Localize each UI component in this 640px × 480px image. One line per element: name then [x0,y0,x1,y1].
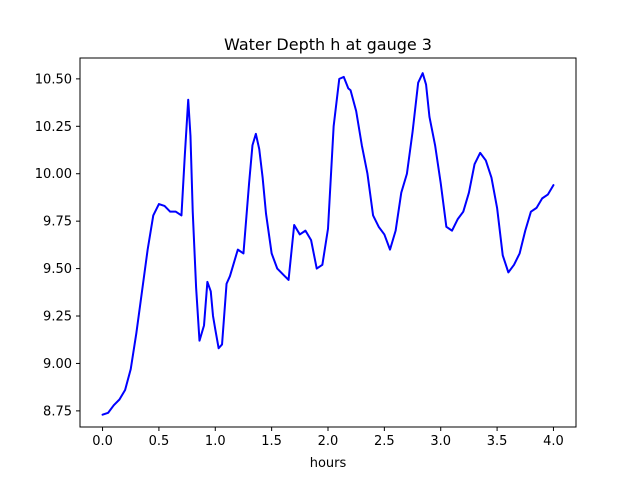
x-tick-label: 0.5 [149,434,170,449]
x-tick-label: 1.5 [261,434,282,449]
x-axis: 0.0 0.5 1.0 1.5 2.0 2.5 3.0 3.5 4.0 [92,427,564,449]
series-line [101,72,555,416]
chart-title: Water Depth h at gauge 3 [224,35,432,54]
y-tick-label: 8.75 [43,404,72,419]
y-tick-label: 10.50 [35,72,72,87]
y-tick-label: 9.50 [43,262,72,277]
y-tick-label: 9.25 [43,310,72,325]
y-tick-label: 9.00 [43,357,72,372]
x-tick-label: 3.5 [487,434,508,449]
y-tick-label: 10.25 [35,120,72,135]
x-axis-label: hours [310,456,347,471]
x-tick-label: 2.0 [318,434,339,449]
x-tick-label: 2.5 [374,434,395,449]
y-tick-label: 10.00 [35,167,72,182]
x-tick-label: 4.0 [543,434,564,449]
x-tick-label: 3.0 [430,434,451,449]
x-tick-label: 1.0 [205,434,226,449]
y-tick-label: 9.75 [43,215,72,230]
x-tick-label: 0.0 [92,434,113,449]
y-axis: 8.75 9.00 9.25 9.50 9.75 10.00 10.25 10.50 [35,72,80,419]
